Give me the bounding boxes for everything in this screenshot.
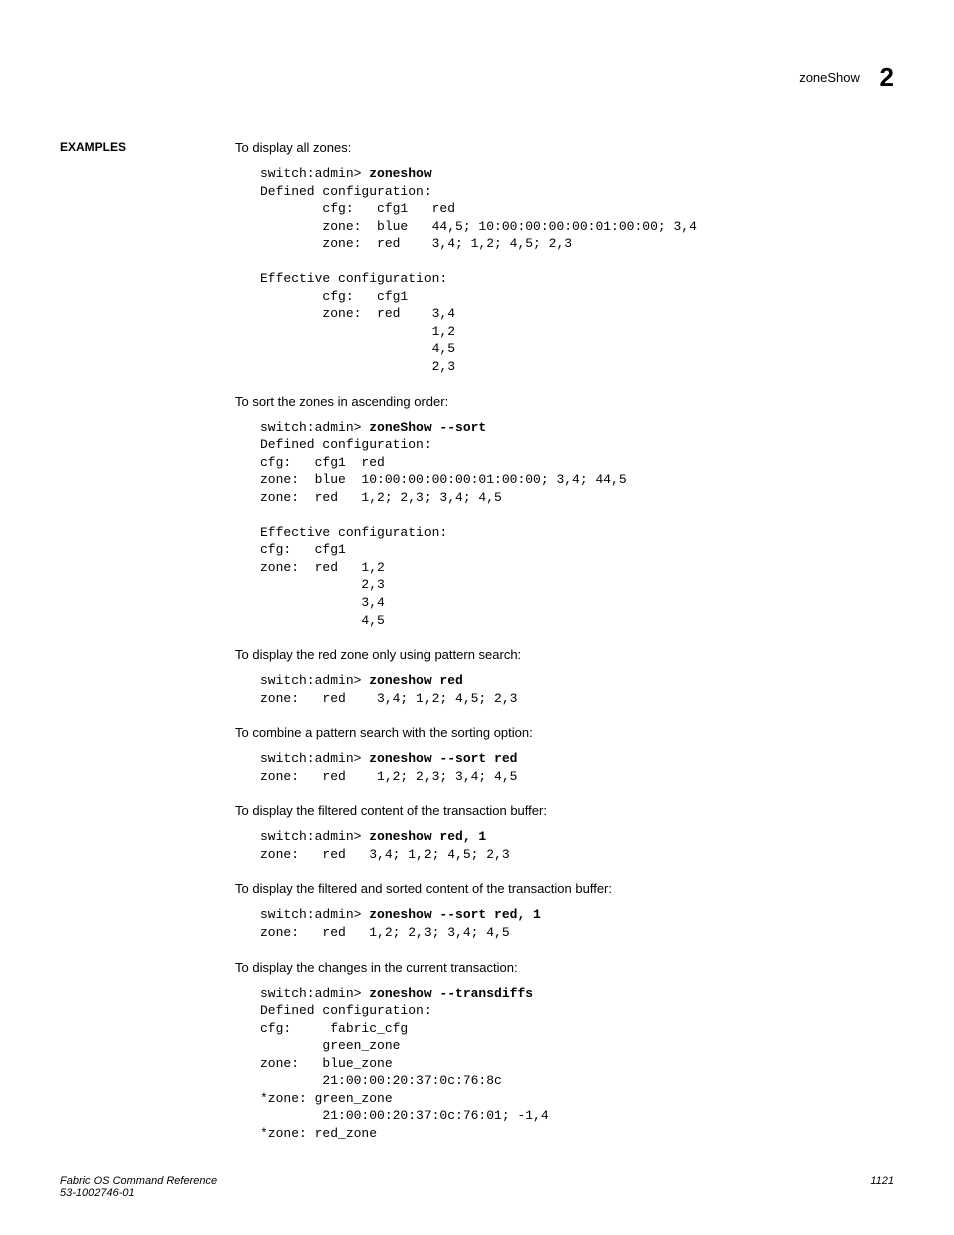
footer-doc-title: Fabric OS Command Reference: [60, 1175, 894, 1187]
output: Defined configuration: cfg: cfg1 red zon…: [260, 437, 627, 627]
command: zoneshow --sort red: [369, 751, 517, 766]
output: zone: red 1,2; 2,3; 3,4; 4,5: [260, 925, 510, 940]
code-block: switch:admin> zoneshow --sort red zone: …: [260, 750, 894, 785]
header-right: zoneShow 2: [799, 62, 894, 93]
code-block: switch:admin> zoneshow --sort red, 1 zon…: [260, 906, 894, 941]
footer: Fabric OS Command Reference 53-1002746-0…: [60, 1175, 894, 1199]
code-block: switch:admin> zoneshow red, 1 zone: red …: [260, 828, 894, 863]
example-desc: To sort the zones in ascending order:: [235, 394, 894, 409]
example-desc: To display the filtered and sorted conte…: [235, 881, 894, 896]
command: zoneshow: [369, 166, 431, 181]
footer-doc-id: 53-1002746-01: [60, 1187, 894, 1199]
page: zoneShow 2 EXAMPLES To display all zones…: [0, 0, 954, 1235]
code-block: switch:admin> zoneshow Defined configura…: [260, 165, 894, 376]
example-desc: To combine a pattern search with the sor…: [235, 725, 894, 740]
code-block: switch:admin> zoneshow --transdiffs Defi…: [260, 985, 894, 1143]
command: zoneshow --sort red, 1: [369, 907, 541, 922]
command: zoneshow red, 1: [369, 829, 486, 844]
command: zoneshow --transdiffs: [369, 986, 533, 1001]
prompt: switch:admin>: [260, 673, 369, 688]
header-topic: zoneShow: [799, 70, 860, 85]
output: Defined configuration: cfg: cfg1 red zon…: [260, 184, 697, 374]
output: zone: red 1,2; 2,3; 3,4; 4,5: [260, 769, 517, 784]
content-area: EXAMPLES To display all zones: switch:ad…: [155, 140, 894, 1142]
prompt: switch:admin>: [260, 751, 369, 766]
example-desc: To display the red zone only using patte…: [235, 647, 894, 662]
chapter-number: 2: [880, 62, 894, 92]
prompt: switch:admin>: [260, 986, 369, 1001]
prompt: switch:admin>: [260, 420, 369, 435]
prompt: switch:admin>: [260, 166, 369, 181]
command: zoneShow --sort: [369, 420, 486, 435]
output: Defined configuration: cfg: fabric_cfg g…: [260, 1003, 549, 1141]
example-desc: To display all zones:: [235, 140, 894, 155]
section-label: EXAMPLES: [60, 140, 126, 154]
prompt: switch:admin>: [260, 907, 369, 922]
output: zone: red 3,4; 1,2; 4,5; 2,3: [260, 691, 517, 706]
prompt: switch:admin>: [260, 829, 369, 844]
code-block: switch:admin> zoneshow red zone: red 3,4…: [260, 672, 894, 707]
output: zone: red 3,4; 1,2; 4,5; 2,3: [260, 847, 510, 862]
code-block: switch:admin> zoneShow --sort Defined co…: [260, 419, 894, 630]
command: zoneshow red: [369, 673, 463, 688]
example-desc: To display the filtered content of the t…: [235, 803, 894, 818]
footer-page-number: 1121: [870, 1175, 894, 1187]
example-desc: To display the changes in the current tr…: [235, 960, 894, 975]
